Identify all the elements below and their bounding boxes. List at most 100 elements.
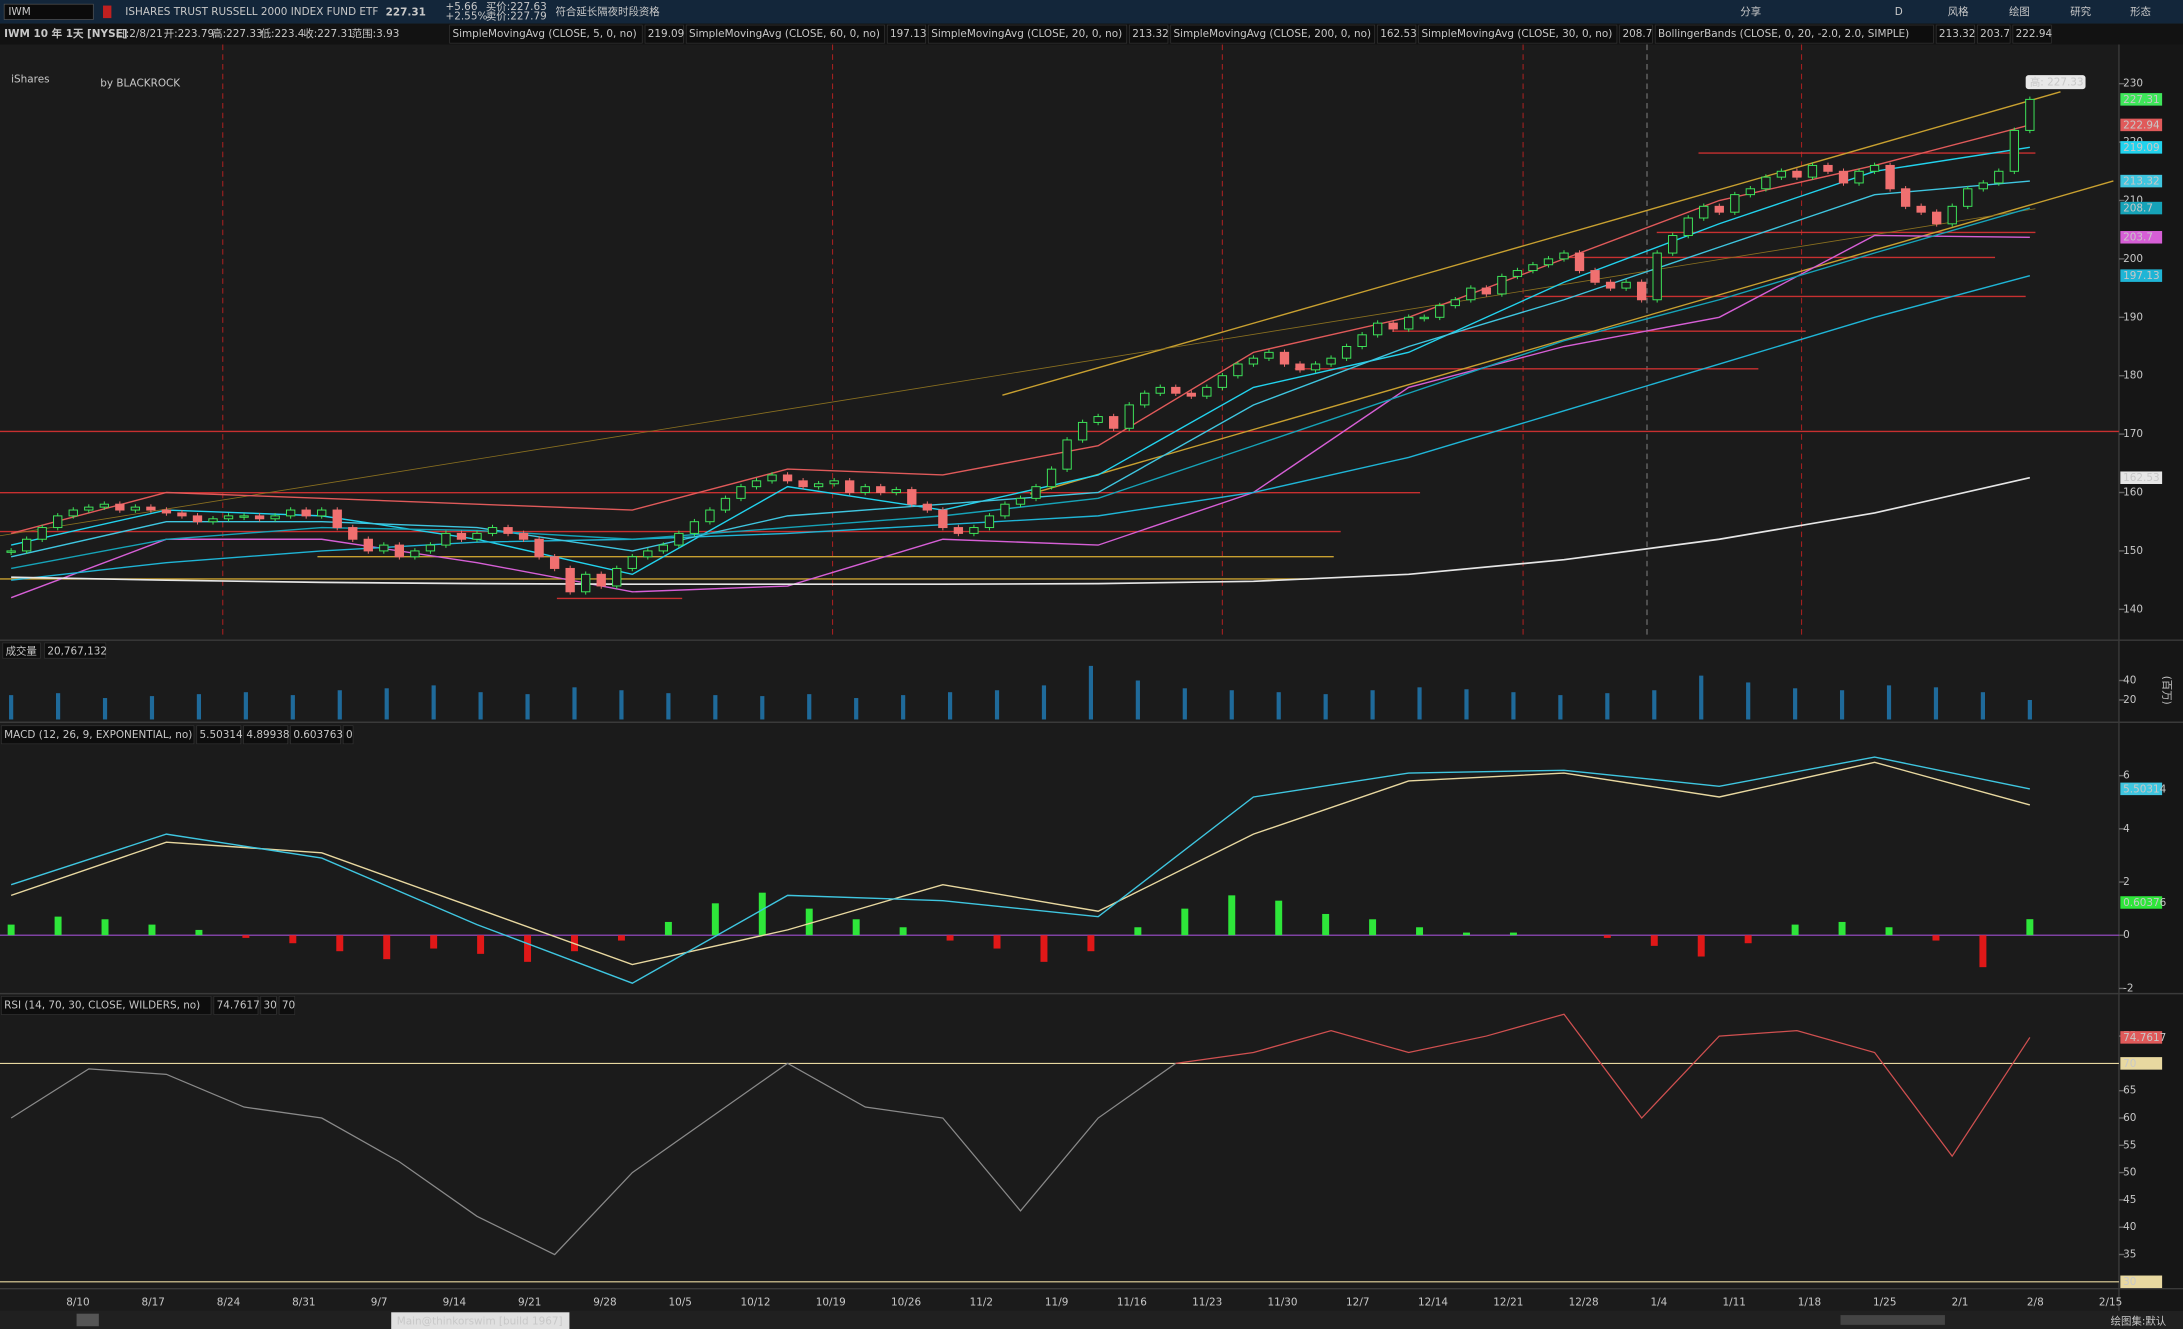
value-tag: 74.7617 — [2123, 1032, 2166, 1044]
volume-bar — [55, 693, 61, 720]
volume-bar — [994, 690, 1000, 720]
candle — [503, 527, 513, 534]
candle — [84, 506, 94, 511]
volume-bar — [572, 687, 577, 720]
value-tag: 227.31 — [2123, 94, 2159, 106]
bollinger-upper — [10, 124, 2031, 535]
candle — [1326, 357, 1336, 365]
candle — [161, 509, 172, 514]
value-tag: 5.50314 — [2123, 783, 2166, 795]
candle — [1590, 270, 1600, 283]
volume-bar — [1746, 682, 1751, 720]
macd-hist-bar — [1603, 935, 1611, 938]
scroll-thumb[interactable] — [76, 1313, 99, 1327]
study-name-box — [449, 24, 643, 44]
candle — [782, 474, 793, 482]
study-name: BollingerBands (CLOSE, 0, 20, -2.0, 2.0,… — [1658, 28, 1909, 40]
macd-tick-label: 6 — [2123, 770, 2130, 782]
candle — [953, 527, 964, 534]
macd-tick-label: 2 — [2123, 876, 2130, 888]
volume-bar — [619, 690, 624, 720]
candle — [1233, 363, 1243, 377]
info-item: 低:223.4 — [261, 27, 305, 40]
volume-bar — [1652, 690, 1657, 720]
value-tag-bg — [2120, 1031, 2163, 1044]
candle — [1279, 351, 1290, 365]
candle — [1683, 217, 1693, 237]
symbol[interactable]: IWM — [8, 6, 30, 18]
macd-hist-bar — [1275, 900, 1283, 936]
candle — [192, 515, 203, 523]
date-label: 9/14 — [443, 1297, 467, 1309]
toolbar-button[interactable]: 风格 — [1948, 5, 1969, 18]
candle — [208, 518, 218, 523]
toolbar-button[interactable]: 形态 — [2130, 5, 2151, 18]
volume-bar — [478, 692, 483, 720]
macd-hist-bar — [195, 929, 203, 936]
candle — [1947, 205, 1957, 225]
macd-avg-box — [243, 725, 289, 745]
symbol-input[interactable] — [3, 3, 94, 20]
candle — [1310, 363, 1321, 371]
candle — [410, 550, 420, 558]
drawing-set[interactable]: 绘图集:默认 — [2111, 1314, 2167, 1327]
study-name-box — [1170, 24, 1376, 44]
macd-hist-bar — [852, 919, 860, 936]
rsi-oversold: 30 — [264, 999, 277, 1011]
toolbar-button[interactable]: 绘图 — [2009, 5, 2030, 18]
candle — [1792, 170, 1802, 178]
value-tag-bg — [2120, 896, 2163, 909]
candle — [68, 509, 78, 517]
volume-label: 成交量 — [6, 644, 37, 657]
volume-bar — [1370, 690, 1375, 720]
candle — [1186, 392, 1196, 397]
volume-bar — [760, 696, 765, 720]
candle — [1528, 264, 1538, 272]
toolbar-button[interactable]: 分享 — [1740, 5, 1761, 18]
macd-hist-bar — [1791, 924, 1799, 936]
rsi-value-box — [213, 996, 259, 1015]
toolbar-button[interactable]: 研究 — [2070, 5, 2091, 18]
macd-hist-bar — [336, 935, 344, 952]
date-label: 9/7 — [371, 1297, 388, 1309]
volume-bar — [1886, 685, 1892, 720]
date-label: 1/4 — [1651, 1297, 1668, 1309]
change: +5.66 — [446, 1, 478, 13]
value-tag: 222.94 — [2123, 119, 2160, 131]
candle — [1807, 164, 1818, 178]
date-label: 10/26 — [891, 1297, 921, 1309]
change-pct: +2.55% — [446, 11, 488, 23]
macd-line — [10, 756, 2030, 984]
candle — [1295, 363, 1305, 371]
volume-bar — [1182, 688, 1187, 720]
study-value: 208.7 — [1622, 28, 1652, 40]
candle — [860, 486, 870, 494]
candle — [270, 515, 280, 520]
candle — [99, 503, 109, 508]
volume-total: 20,767,132 — [47, 645, 107, 657]
candle — [720, 497, 731, 511]
candle — [674, 532, 684, 546]
watermark-by: by BLACKROCK — [100, 77, 181, 89]
volume-bar — [1933, 687, 1939, 720]
volume-bar — [149, 696, 155, 720]
candle — [1714, 205, 1724, 213]
scroll-track[interactable] — [1840, 1315, 1945, 1325]
period[interactable]: D — [1895, 6, 1903, 18]
candle — [1450, 299, 1460, 307]
candle — [1000, 503, 1010, 517]
candle — [441, 532, 451, 546]
study-name-box — [1418, 24, 1618, 44]
candle — [1978, 182, 1988, 190]
candle — [565, 567, 575, 593]
candle — [1109, 416, 1119, 429]
rsi-overbought: 70 — [282, 999, 295, 1011]
volume-bar — [384, 688, 389, 720]
value-tag: 203.7 — [2123, 232, 2153, 244]
date-label: 8/10 — [66, 1297, 89, 1309]
candle — [1869, 164, 1880, 172]
study-value-box — [644, 24, 684, 44]
volume-tick-label: 40 — [2123, 675, 2136, 687]
macd-value-box — [196, 725, 242, 745]
